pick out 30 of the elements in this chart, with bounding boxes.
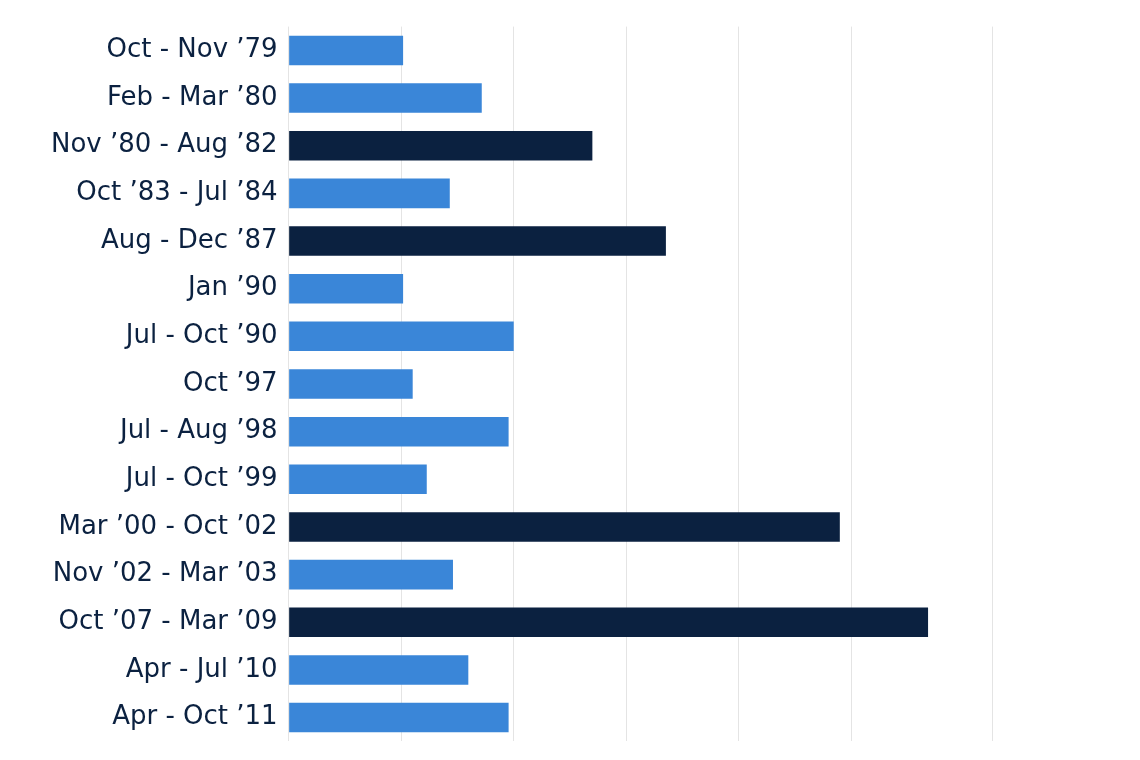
y-tick-label: Jul - Oct ’99 bbox=[123, 462, 278, 493]
bar bbox=[289, 369, 413, 399]
bar bbox=[289, 607, 929, 638]
y-tick-label: Mar ’00 - Oct ’02 bbox=[58, 509, 278, 540]
y-tick-label: Apr - Oct ’11 bbox=[112, 700, 278, 731]
y-tick-label: Nov ’02 - Mar ’03 bbox=[52, 557, 278, 588]
y-tick-label: Jul - Oct ’90 bbox=[123, 319, 278, 350]
y-tick-label: Oct ’83 - Jul ’84 bbox=[76, 176, 278, 207]
y-tick-label: Aug - Dec ’87 bbox=[101, 223, 278, 254]
y-tick-label: Apr - Jul ’10 bbox=[125, 652, 278, 683]
y-tick-label: Feb - Mar ’80 bbox=[107, 80, 278, 111]
bar bbox=[289, 702, 509, 733]
bar bbox=[289, 512, 840, 542]
bar bbox=[289, 655, 469, 685]
bar bbox=[289, 130, 593, 161]
bar bbox=[289, 178, 450, 209]
y-tick-label: Oct - Nov ’79 bbox=[106, 33, 278, 64]
y-tick-label: Oct ’07 - Mar ’09 bbox=[58, 605, 278, 636]
bar bbox=[289, 83, 482, 113]
bar bbox=[289, 559, 453, 590]
bar bbox=[289, 416, 509, 447]
y-tick-label: Jul - Aug ’98 bbox=[117, 414, 278, 445]
y-tick-label: Jan ’90 bbox=[185, 271, 278, 302]
y-tick-label: Nov ’80 - Aug ’82 bbox=[50, 128, 278, 159]
bar bbox=[289, 464, 427, 495]
bar bbox=[289, 226, 666, 256]
bar bbox=[289, 273, 404, 304]
bar bbox=[289, 35, 404, 66]
y-tick-label: Oct ’97 bbox=[183, 366, 278, 397]
bar bbox=[289, 321, 514, 352]
